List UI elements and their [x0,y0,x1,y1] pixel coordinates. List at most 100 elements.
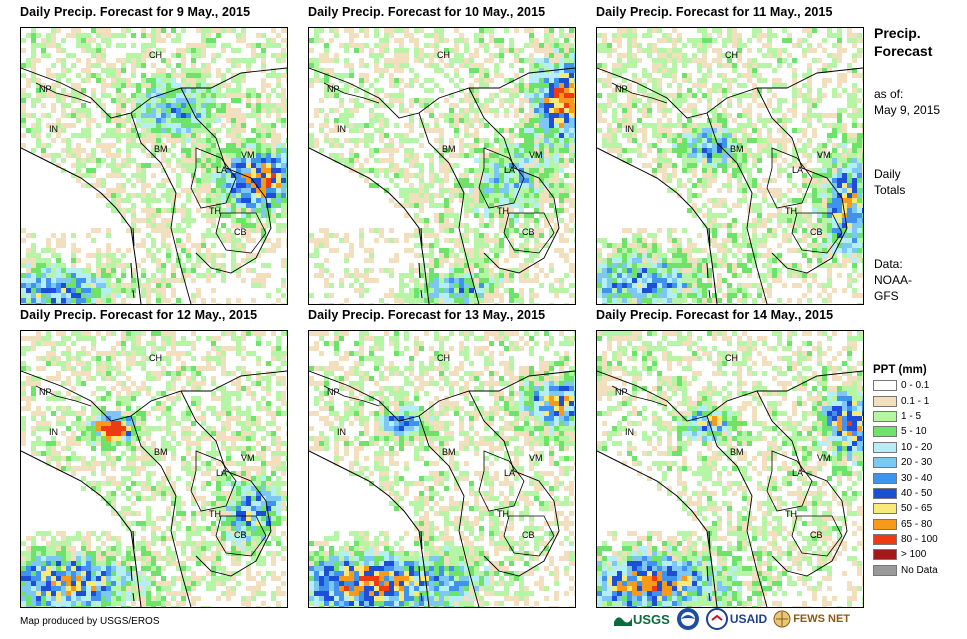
country-label-th: TH [209,206,221,216]
country-label-np: NP [615,387,628,397]
legend-swatch [873,518,897,530]
precip-map: CH NP IN BM LA VM TH CB [596,27,864,305]
legend-item: 20 - 30 [873,455,963,470]
legend-label: 40 - 50 [901,487,933,499]
legend-item: 10 - 20 [873,440,963,455]
legend-swatch [873,503,897,515]
product-title: Precip. Forecast [874,24,932,60]
country-label-ch: CH [149,50,162,60]
precip-field [597,331,863,607]
boundaries [309,370,575,607]
panel-title: Daily Precip. Forecast for 10 May., 2015 [308,5,546,19]
precip-field [21,28,287,304]
country-label-ch: CH [437,353,450,363]
legend-item: 65 - 80 [873,517,963,532]
fews-globe-icon [773,610,791,628]
country-label-bm: BM [154,447,168,457]
country-label-la: LA [792,468,803,478]
country-label-la: LA [216,165,227,175]
panel-title: Daily Precip. Forecast for 12 May., 2015 [20,308,258,322]
country-label-np: NP [615,84,628,94]
legend-swatch [873,534,897,546]
panel-title: Daily Precip. Forecast for 13 May., 2015 [308,308,546,322]
country-label-cb: CB [810,530,823,540]
map-canvas: CH NP IN BM LA VM TH CB [597,331,863,607]
legend-swatch [873,487,897,499]
country-label-ch: CH [149,353,162,363]
totals-line: Daily [874,167,901,181]
legend-item: 30 - 40 [873,470,963,485]
usgs-logo: USGS [614,612,670,627]
boundaries [309,67,575,304]
precip-map: CH NP IN BM LA VM TH CB [20,330,288,608]
country-label-th: TH [209,509,221,519]
country-label-la: LA [216,468,227,478]
credit-text: Map produced by USGS/EROS [20,616,160,627]
precip-map: CH NP IN BM LA VM TH CB [596,330,864,608]
legend-label: 0.1 - 1 [901,395,930,407]
map-canvas: CH NP IN BM LA VM TH CB [309,331,575,607]
legend-label: > 100 [901,549,927,561]
boundaries [597,370,863,607]
legend-label: 65 - 80 [901,518,933,530]
legend-item: No Data [873,563,963,578]
title-line: Forecast [874,43,933,59]
usaid-text: USAID [729,612,768,626]
legend-label: 10 - 20 [901,441,933,453]
legend-label: 0 - 0.1 [901,380,930,392]
legend-swatch [873,395,897,407]
country-label-cb: CB [234,530,247,540]
country-label-ch: CH [437,50,450,60]
forecast-panel-day4: Daily Precip. Forecast for 12 May., 2015… [20,308,310,608]
precip-map: CH NP IN BM LA VM TH CB [308,27,576,305]
country-label-th: TH [785,509,797,519]
usgs-wave-icon [614,617,632,626]
forecast-panel-day3: Daily Precip. Forecast for 11 May., 2015… [596,5,886,305]
country-label-vm: VM [241,453,255,463]
country-label-np: NP [327,387,340,397]
country-labels: CH NP IN BM LA VM TH CB [39,50,255,237]
legend-item: 1 - 5 [873,409,963,424]
precip-map: CH NP IN BM LA VM TH CB [20,27,288,305]
country-label-bm: BM [730,144,744,154]
country-label-in: IN [49,124,58,134]
map-canvas: CH NP IN BM LA VM TH CB [309,28,575,304]
data-line: NOAA- [874,273,913,287]
country-labels: CH NP IN BM LA VM TH CB [615,353,831,540]
legend-item: 5 - 10 [873,424,963,439]
legend-swatch [873,426,897,438]
country-labels: CH NP IN BM LA VM TH CB [39,353,255,540]
country-label-np: NP [39,387,52,397]
legend-item: 40 - 50 [873,486,963,501]
country-label-vm: VM [241,150,255,160]
map-canvas: CH NP IN BM LA VM TH CB [21,28,287,304]
precip-field [309,331,575,607]
legend-swatch [873,410,897,422]
map-canvas: CH NP IN BM LA VM TH CB [597,28,863,304]
forecast-panel-day6: Daily Precip. Forecast for 14 May., 2015… [596,308,886,608]
legend-swatch [873,380,897,392]
country-label-cb: CB [522,227,535,237]
panel-title: Daily Precip. Forecast for 11 May., 2015 [596,5,833,19]
legend-label: 5 - 10 [901,426,927,438]
precip-field [21,331,287,607]
country-label-cb: CB [810,227,823,237]
country-label-in: IN [337,124,346,134]
country-label-np: NP [39,84,52,94]
country-label-vm: VM [817,150,831,160]
legend-swatch [873,549,897,561]
country-label-th: TH [497,206,509,216]
country-label-th: TH [785,206,797,216]
usgs-text: USGS [633,611,670,627]
precip-map: CH NP IN BM LA VM TH CB [308,330,576,608]
country-label-vm: VM [529,150,543,160]
legend: PPT (mm) 0 - 0.1 0.1 - 1 1 - 5 5 - 10 10 - 2… [873,364,963,578]
legend-item: 0.1 - 1 [873,393,963,408]
precip-field [597,28,863,304]
country-labels: CH NP IN BM LA VM TH CB [615,50,831,237]
country-label-in: IN [625,124,634,134]
accumulation-period: Daily Totals [874,166,905,198]
title-line: Precip. [874,25,921,41]
legend-label: 20 - 30 [901,457,933,469]
data-line: Data: [874,257,903,271]
